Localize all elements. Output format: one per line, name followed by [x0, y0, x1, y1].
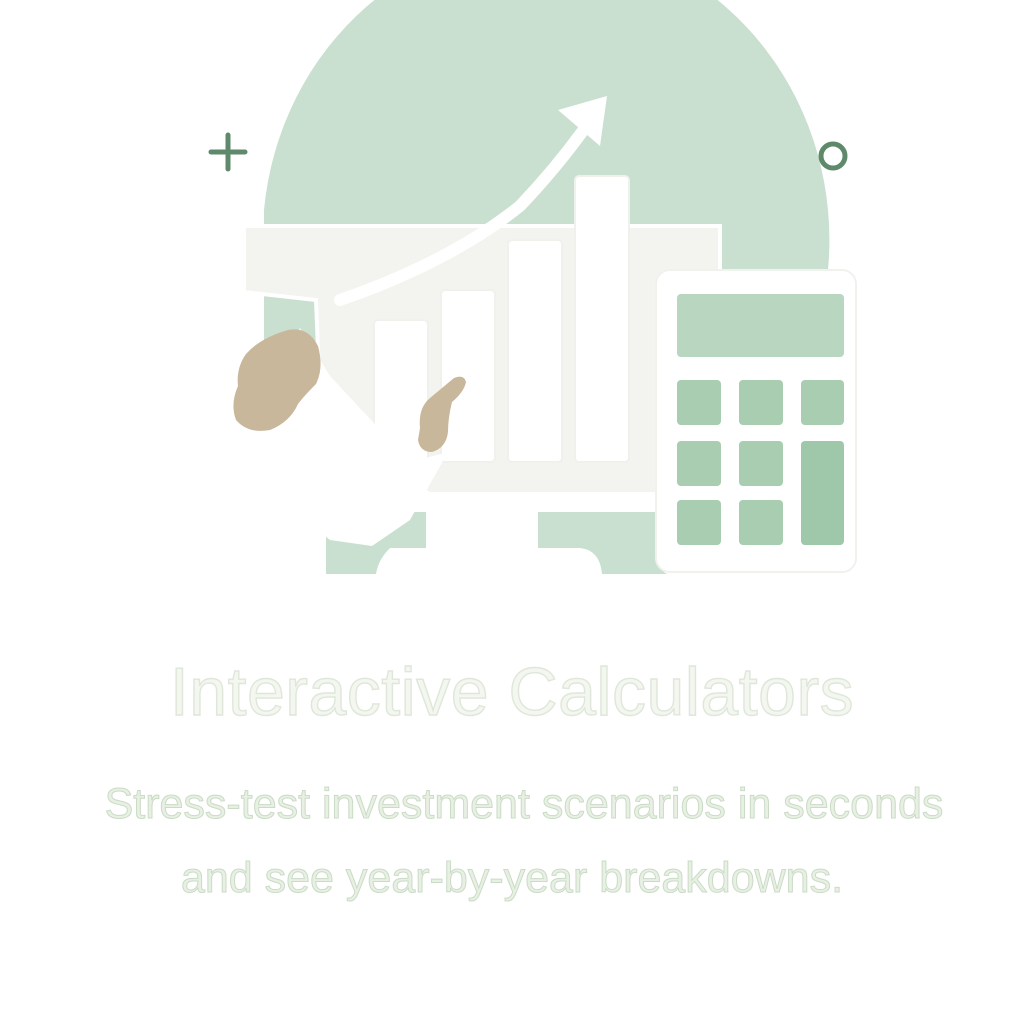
calculator-key — [739, 380, 783, 425]
calculator-key — [677, 380, 721, 425]
calculator-display — [677, 294, 844, 357]
plus-icon — [208, 132, 248, 172]
base-shape-right — [538, 512, 668, 574]
pointing-hand-icon — [233, 328, 466, 546]
chart-bar — [574, 175, 630, 463]
feature-description-line1: Stress-test investment scenarios in seco… — [104, 780, 944, 829]
calculator-key — [739, 500, 783, 545]
circle-icon — [818, 141, 848, 171]
bar-chart-icon — [373, 175, 630, 463]
calculator-icon — [655, 269, 857, 573]
calculator-key-tall — [801, 441, 844, 545]
feature-title: Interactive Calculators — [169, 653, 855, 730]
calculator-key — [739, 441, 783, 486]
calculator-key — [801, 380, 844, 425]
calculator-key — [677, 441, 721, 486]
calculator-illustration — [208, 0, 857, 574]
trend-arrow-icon — [334, 96, 607, 306]
calculator-key — [677, 500, 721, 545]
feature-description-line2: and see year-by-year breakdowns. — [180, 854, 844, 903]
person-head — [233, 329, 321, 431]
chart-bar — [507, 239, 563, 463]
chart-bar — [440, 289, 496, 463]
person-hand — [418, 376, 466, 452]
